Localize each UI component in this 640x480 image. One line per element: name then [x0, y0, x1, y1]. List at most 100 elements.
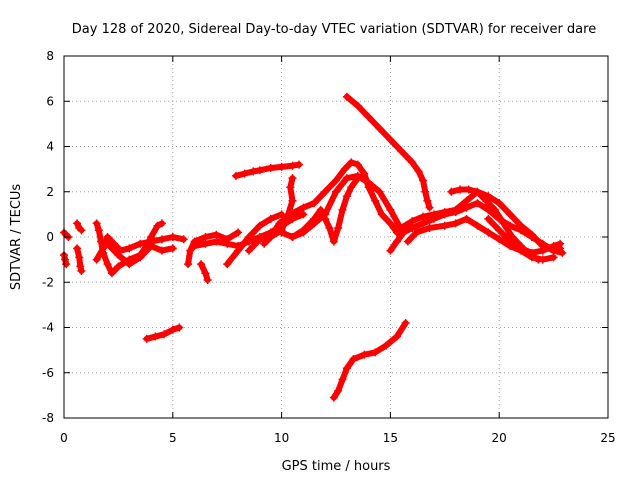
data-point: [447, 187, 456, 196]
data-point: [516, 221, 525, 230]
data-point: [451, 205, 460, 214]
data-point: [234, 246, 243, 255]
series-s09: [184, 228, 243, 269]
data-point: [495, 235, 504, 244]
data-point: [347, 183, 356, 192]
data-point: [203, 275, 212, 284]
data-point: [260, 239, 269, 248]
data-point: [136, 239, 145, 248]
data-point: [321, 187, 330, 196]
data-point: [332, 176, 340, 185]
data-point: [338, 375, 347, 384]
series-s06: [92, 233, 188, 264]
data-point: [288, 196, 297, 205]
data-point: [92, 255, 101, 264]
data-point: [484, 214, 493, 223]
series-trace: [198, 261, 211, 283]
series-s05: [92, 219, 166, 278]
y-axis-label: SDTVAR / TECUs: [9, 184, 24, 291]
series-trace: [343, 93, 433, 211]
data-point: [382, 341, 391, 350]
data-point: [429, 210, 438, 219]
data-point: [401, 318, 410, 327]
data-point: [240, 169, 249, 178]
data-point: [153, 221, 162, 230]
data-point: [414, 167, 423, 176]
data-point: [440, 208, 449, 217]
x-axis-ticks: 0 5 10 15 20 25: [60, 56, 616, 445]
series-s18: [342, 92, 434, 212]
data-point: [168, 325, 177, 334]
x-tick-label: 25: [600, 431, 615, 445]
data-point: [408, 223, 417, 232]
data-point: [157, 246, 166, 255]
data-point: [266, 163, 275, 172]
data-point: [299, 203, 308, 212]
data-point: [310, 199, 319, 208]
data-point: [223, 260, 232, 269]
data-point: [73, 244, 82, 253]
data-point: [392, 332, 401, 341]
data-point: [360, 350, 369, 359]
series-s19: [329, 318, 410, 402]
series-s17: [277, 174, 362, 246]
data-point: [310, 214, 319, 223]
y-tick-label: 0: [46, 230, 54, 244]
data-point: [190, 242, 199, 251]
data-point: [506, 210, 515, 219]
data-marks: [60, 92, 567, 402]
data-point: [342, 92, 351, 101]
y-tick-label: -8: [42, 411, 54, 425]
data-point: [76, 262, 85, 271]
data-point: [255, 235, 264, 244]
data-point: [316, 205, 325, 214]
data-point: [495, 199, 504, 208]
data-point: [157, 235, 166, 244]
data-point: [340, 165, 349, 174]
data-point: [212, 237, 221, 246]
data-point: [75, 253, 84, 262]
data-point: [490, 205, 499, 214]
data-point: [299, 226, 308, 235]
data-point: [506, 237, 515, 246]
data-point: [197, 260, 206, 269]
data-point: [425, 203, 434, 212]
series-s07: [103, 239, 177, 269]
data-point: [386, 219, 395, 228]
y-tick-label: 6: [46, 94, 54, 108]
data-point: [266, 214, 275, 223]
x-tick-label: 0: [60, 431, 68, 445]
data-point: [473, 187, 482, 196]
data-point: [136, 253, 145, 262]
data-point: [151, 332, 160, 341]
data-point: [392, 237, 401, 246]
data-point: [201, 233, 210, 241]
data-point: [403, 237, 412, 246]
data-point: [412, 228, 421, 237]
y-tick-label: -2: [42, 275, 54, 289]
data-point: [103, 260, 112, 269]
data-point: [549, 242, 558, 251]
data-point: [325, 223, 334, 232]
data-point: [538, 246, 547, 255]
series-s24: [484, 214, 565, 257]
data-point: [286, 183, 295, 192]
x-tick-label: 10: [274, 431, 289, 445]
data-point: [288, 174, 297, 183]
data-point: [473, 199, 482, 208]
data-point: [364, 178, 373, 187]
data-point: [347, 158, 356, 167]
data-point: [419, 212, 428, 221]
x-tick-label: 15: [383, 431, 398, 445]
series-s13: [231, 160, 304, 180]
data-point: [482, 196, 491, 205]
data-point: [353, 160, 362, 169]
data-point: [234, 228, 243, 237]
data-point: [157, 219, 166, 228]
data-point: [342, 192, 351, 201]
data-point: [168, 233, 177, 241]
series-trace: [485, 215, 564, 256]
data-point: [375, 124, 384, 133]
data-point: [462, 214, 471, 223]
data-point: [231, 171, 240, 180]
